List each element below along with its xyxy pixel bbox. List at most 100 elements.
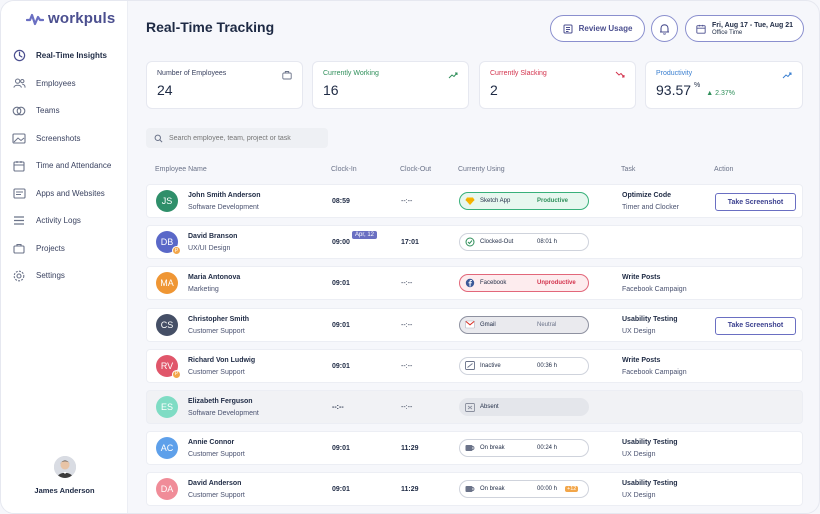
facebook-icon [465, 278, 475, 288]
current-app-status: 00:24 h [537, 445, 558, 452]
current-app-status: Productive [537, 198, 569, 204]
employee-department: Customer Support [188, 451, 245, 459]
sidebar-item-time-and-attendance[interactable]: Time and Attendance [1, 152, 128, 180]
task-name: Usability Testing [622, 480, 678, 488]
employee-name[interactable]: Annie Connor [188, 439, 235, 447]
clock-out: 11:29 [401, 486, 419, 494]
employee-name[interactable]: David Branson [188, 233, 238, 241]
employee-name[interactable]: David Anderson [188, 480, 242, 488]
task-project: Facebook Campaign [622, 368, 687, 376]
review-usage-button[interactable]: Review Usage [550, 15, 645, 42]
sidebar-item-label: Projects [36, 243, 65, 253]
stat-label: Number of Employees [157, 70, 227, 77]
table-header: Employee Name Clock-In Clock-Out Current… [146, 166, 803, 178]
task-project: UX Design [622, 327, 656, 335]
current-app-pill: On break 00:24 h [459, 439, 589, 458]
stat-value-row: 93.57 % ▲ 2.37% [656, 82, 792, 98]
table-row[interactable]: MA Maria Antonova Marketing 09:01 --:-- Faceb… [146, 266, 803, 301]
current-app-pill: On break 00:00 h +12 [459, 480, 589, 499]
column-header: Currenty Using [458, 166, 505, 173]
date-badge: Apr, 12 [352, 231, 378, 240]
settings-icon [12, 269, 26, 283]
employee-department: UX/UI Design [188, 245, 231, 253]
notifications-button[interactable] [651, 15, 678, 42]
employee-name[interactable]: Christopher Smith [188, 315, 250, 323]
current-app-status: Neutral [537, 321, 557, 328]
teams-icon [12, 104, 26, 118]
search-input[interactable] [169, 134, 324, 142]
table-row[interactable]: ES Elizabeth Ferguson Software Development… [146, 390, 803, 424]
employee-name[interactable]: Elizabeth Ferguson [188, 398, 253, 405]
table-row[interactable]: RV P Richard Von Ludwig Customer Support 09:… [146, 348, 803, 383]
clock-in: 09:01 [332, 445, 350, 453]
sidebar-item-employees[interactable]: Employees [1, 70, 128, 98]
employees-icon [12, 76, 26, 90]
current-app-name: On break [480, 486, 505, 493]
sidebar-item-apps-and-websites[interactable]: Apps and Websites [1, 180, 128, 208]
sidebar-item-label: Screenshots [36, 133, 81, 143]
date-range-picker[interactable]: Fri, Aug 17 - Tue, Aug 21 Office Time [685, 15, 804, 42]
sidebar-item-settings[interactable]: Settings [1, 262, 128, 290]
task-name: Write Posts [622, 356, 661, 364]
current-app-pill: Facebook Unproductive [459, 274, 589, 293]
sidebar-nav: Real-Time Insights Employees Teams Scree… [1, 42, 128, 290]
calendar-icon [696, 24, 706, 34]
avatar: ES [156, 396, 178, 418]
sidebar-item-projects[interactable]: Projects [1, 235, 128, 263]
sidebar-item-label: Teams [36, 106, 60, 116]
table-row[interactable]: CS Christopher Smith Customer Support 09:01… [146, 307, 803, 342]
clock-out: --:-- [401, 362, 413, 370]
sidebar-item-label: Apps and Websites [36, 188, 105, 198]
date-range-text: Fri, Aug 17 - Tue, Aug 21 [712, 21, 794, 29]
sidebar-item-real-time-insights[interactable]: Real-Time Insights [1, 42, 128, 70]
stat-unit: % [694, 82, 701, 89]
take-screenshot-button[interactable]: Take Screenshot [715, 193, 796, 211]
current-app-name: Gmail [480, 321, 496, 328]
employee-department: Customer Support [188, 492, 245, 500]
avatar: DA [156, 478, 178, 501]
task-project: UX Design [622, 492, 656, 500]
break-icon [465, 443, 475, 453]
employee-name[interactable]: Richard Von Ludwig [188, 356, 256, 364]
trend-up-icon [448, 72, 458, 79]
employee-name[interactable]: Maria Antonova [188, 274, 241, 282]
page-title: Real-Time Tracking [146, 19, 275, 35]
column-header: Employee Name [155, 166, 207, 173]
task-name: Usability Testing [622, 439, 678, 447]
p-badge-icon: P [172, 369, 181, 379]
current-app-pill: Inactive 00:36 h [459, 356, 589, 375]
sidebar-item-teams[interactable]: Teams [1, 97, 128, 125]
stat-label: Productivity [656, 70, 693, 77]
briefcase-icon [282, 71, 292, 80]
clock-out: 11:29 [401, 445, 419, 453]
sidebar-item-screenshots[interactable]: Screenshots [1, 125, 128, 153]
current-app-pill: Absent [459, 398, 589, 416]
sketch-icon [465, 196, 475, 206]
task-name: Usability Testing [622, 315, 678, 323]
current-app-name: Inactive [480, 362, 501, 369]
trend-down-icon [615, 71, 625, 78]
employee-department: Customer Support [188, 327, 245, 335]
take-screenshot-button[interactable]: Take Screenshot [715, 316, 796, 335]
table-row[interactable]: DA David Anderson Customer Support 09:01 11:… [146, 472, 803, 507]
sidebar-item-activity-logs[interactable]: Activity Logs [1, 207, 128, 235]
search-bar [146, 128, 328, 148]
current-app-status: 08:01 h [537, 239, 558, 246]
clock-in: 09:01 [332, 280, 350, 288]
user-profile[interactable]: James Anderson [1, 456, 128, 495]
logo[interactable]: workpuls [26, 10, 115, 27]
sidebar-item-label: Settings [36, 271, 65, 281]
sidebar-item-label: Employees [36, 78, 76, 88]
employee-department: Software Development [188, 204, 259, 211]
employee-name[interactable]: John Smith Anderson [188, 192, 261, 199]
realtime-icon [12, 49, 26, 63]
table-row[interactable]: JS John Smith Anderson Software Developmen… [146, 184, 803, 218]
table-row[interactable]: AC Annie Connor Customer Support 09:01 11:29… [146, 431, 803, 466]
clock-out: --:-- [401, 404, 413, 411]
sidebar-item-label: Real-Time Insights [36, 51, 107, 61]
logo-text: workpuls [48, 10, 116, 27]
stat-label: Currently Slacking [490, 70, 547, 77]
bell-icon [660, 23, 669, 35]
table-row[interactable]: DB P David Branson UX/UI Design 09:00 Apr, 12… [146, 225, 803, 260]
